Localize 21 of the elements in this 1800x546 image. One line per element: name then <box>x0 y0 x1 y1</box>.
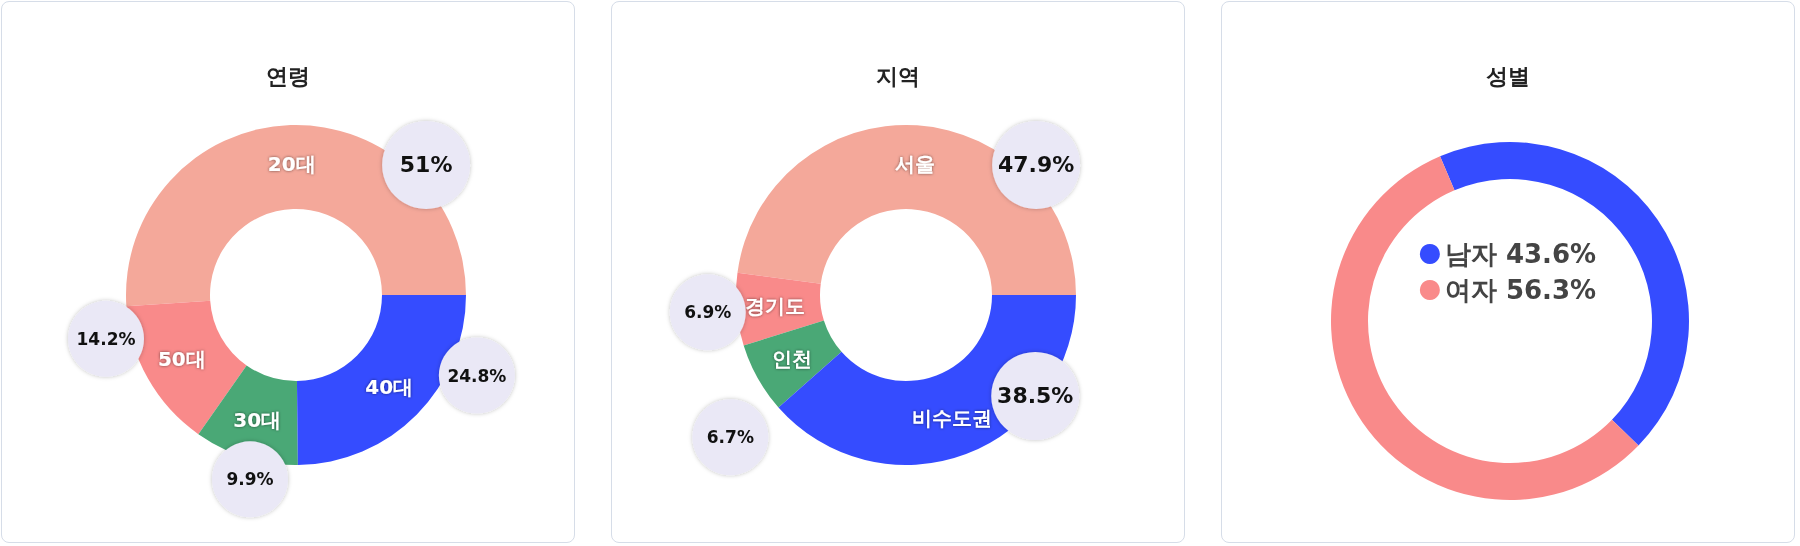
data-label: 24.8% <box>447 365 507 386</box>
slice-label: 20대 <box>267 152 316 177</box>
slice-label: 경기도 <box>745 294 806 319</box>
slice-label: 비수도권 <box>912 405 993 430</box>
data-label: 6.9% <box>684 302 732 323</box>
chart-title: 성별 <box>1486 63 1530 89</box>
slice-label: 인천 <box>771 347 812 372</box>
data-label: 47.9% <box>997 152 1075 178</box>
slice-label: 40대 <box>365 375 414 400</box>
data-label: 51% <box>399 152 453 178</box>
data-label: 9.9% <box>226 469 274 490</box>
chart-title: 지역 <box>876 63 920 89</box>
slice-label: 서울 <box>894 152 935 177</box>
slice-label: 30대 <box>233 408 282 433</box>
legend-label: 여자 56.3% <box>1444 275 1597 305</box>
data-label: 14.2% <box>76 328 136 349</box>
data-label: 38.5% <box>997 383 1074 409</box>
legend-label: 남자 43.6% <box>1444 239 1597 269</box>
slice-label: 50대 <box>157 347 206 372</box>
chart-title: 연령 <box>266 63 310 89</box>
data-label: 6.7% <box>706 427 754 448</box>
